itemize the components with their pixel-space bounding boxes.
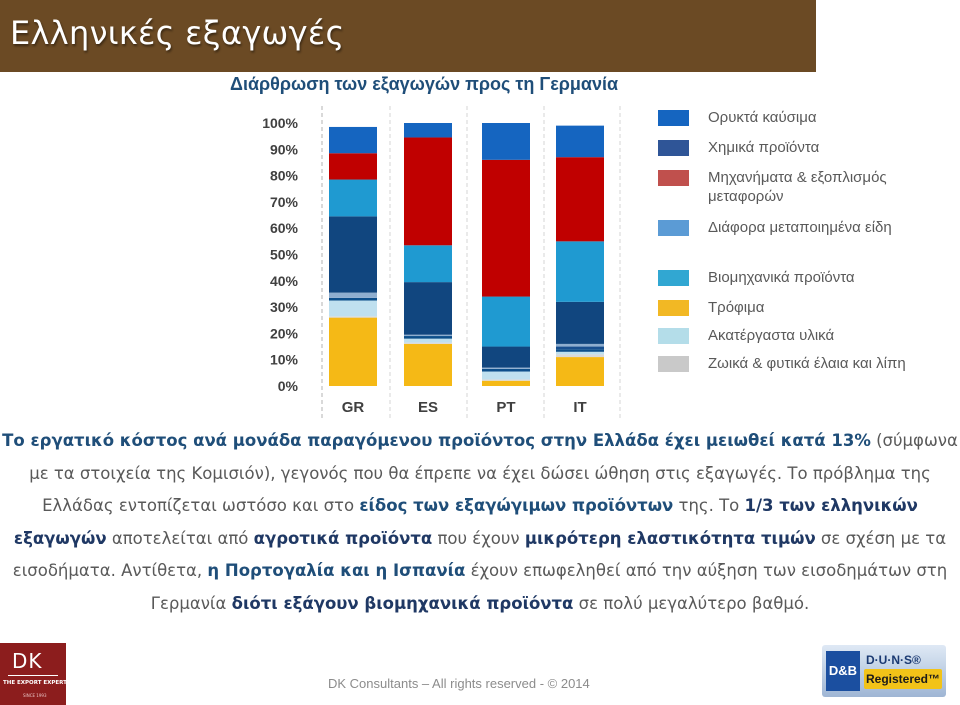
- legend-swatch: [658, 270, 689, 286]
- bar-segment-pt: [482, 346, 530, 368]
- legend-swatch: [658, 300, 689, 316]
- bar-segment-es: [404, 137, 452, 246]
- bar-segment-it: [556, 349, 604, 352]
- duns-registered-badge: D&B D·U·N·S® Registered™: [822, 645, 946, 697]
- bar-segment-es: [404, 334, 452, 337]
- body-highlight-portugal-spain: η Πορτογαλία και η Ισπανία: [207, 561, 466, 580]
- bar-segment-pt: [482, 368, 530, 372]
- bar-segment-gr: [329, 297, 377, 301]
- bar-segment-es: [404, 336, 452, 339]
- bar-segment-pt: [482, 367, 530, 369]
- bar-segment-pt: [482, 371, 530, 380]
- legend-label: Τρόφιμα: [708, 299, 765, 316]
- y-tick-label: 40%: [270, 273, 299, 289]
- bar-segment-gr: [329, 216, 377, 293]
- bar-segment-pt: [482, 380, 530, 386]
- footer-copyright: DK Consultants – All rights reserved - ©…: [328, 676, 590, 691]
- bar-segment-it: [556, 241, 604, 302]
- bar-segment-es: [404, 338, 452, 343]
- bar-segment-es: [404, 343, 452, 386]
- legend-swatch: [658, 356, 689, 372]
- bar-segment-gr: [329, 126, 377, 154]
- bar-segment-it: [556, 354, 604, 358]
- bar-segment-gr: [329, 179, 377, 217]
- bar-segment-es: [404, 245, 452, 283]
- bar-segment-gr: [329, 317, 377, 386]
- y-tick-label: 50%: [270, 247, 299, 263]
- x-tick-label: ES: [418, 399, 438, 416]
- body-text-7: σε πολύ μεγαλύτερο βαθμό.: [573, 593, 810, 613]
- x-tick-label: IT: [573, 399, 586, 416]
- bar-segment-gr: [329, 292, 377, 298]
- legend-label: Ζωικά & φυτικά έλαια και λίπη: [708, 355, 906, 372]
- x-tick-label: GR: [342, 399, 365, 416]
- chart-title: Διάρθρωση των εξαγωγών προς τη Γερμανία: [230, 74, 619, 94]
- y-tick-label: 20%: [270, 325, 299, 341]
- legend-label: Μηχανήματα & εξοπλισμός μεταφορών: [708, 169, 887, 205]
- bar-segment-it: [556, 346, 604, 350]
- y-tick-label: 10%: [270, 352, 299, 368]
- legend-swatch: [658, 140, 689, 156]
- bar-segment-es: [404, 123, 452, 138]
- bar-segment-it: [556, 357, 604, 386]
- bar-segment-it: [556, 343, 604, 347]
- body-text-2: της. Το: [673, 496, 745, 515]
- bar-segment-pt: [482, 296, 530, 347]
- body-paragraph: Το εργατικό κόστος ανά μονάδα παραγόμενο…: [0, 425, 960, 620]
- body-highlight-labor-cost: Το εργατικό κόστος ανά μονάδα παραγόμενο…: [2, 431, 871, 450]
- body-text-6: έχουν επωφεληθεί από την αύξηση των εισο…: [150, 561, 948, 613]
- legend-swatch: [658, 170, 689, 186]
- body-text-4: που έχουν: [432, 528, 525, 548]
- body-highlight-one-third: 1/3 των ελληνικών εξαγωγών: [13, 496, 918, 548]
- title-banner: Ελληνικές εξαγωγές: [0, 0, 816, 72]
- y-tick-label: 100%: [262, 115, 298, 131]
- y-tick-label: 0%: [278, 378, 299, 394]
- legend-swatch: [658, 220, 689, 236]
- duns-label: D·U·N·S®: [866, 653, 921, 667]
- legend-label: Διάφορα μεταποιημένα είδη: [708, 219, 892, 236]
- legend-label: Ορυκτά καύσιμα: [708, 109, 817, 126]
- body-highlight-product-type: είδος των εξαγώγιμων προϊόντων: [359, 496, 674, 515]
- stacked-bar-chart: 0% 10% 20% 30% 40% 50% 60% 70% 80% 90% 100% GR ES PT I…: [262, 106, 621, 418]
- legend-label: Βιομηχανικά προϊόντα: [708, 269, 855, 286]
- x-tick-label: PT: [496, 399, 515, 416]
- y-tick-label: 60%: [270, 220, 299, 236]
- bar-segment-gr: [329, 153, 377, 180]
- y-tick-label: 30%: [270, 299, 299, 315]
- body-text-5: σε σχέση με τα εισοδήματα. Αντίθετα,: [12, 528, 947, 581]
- legend-swatch: [658, 328, 689, 344]
- duns-registered-label: Registered™: [864, 669, 942, 689]
- legend-label: Χημικά προϊόντα: [708, 139, 820, 156]
- dk-logo-since: SINCE 1993: [23, 693, 47, 698]
- y-tick-label: 90%: [270, 141, 299, 157]
- bar-segment-es: [404, 282, 452, 335]
- slide-title: Ελληνικές εξαγωγές: [10, 14, 345, 52]
- bar-segment-it: [556, 157, 604, 242]
- legend-label: Ακατέργαστα υλικά: [708, 327, 835, 344]
- dk-logo: DK THE EXPORT EXPERTS! SINCE 1993: [0, 643, 73, 705]
- dk-logo-tagline: THE EXPORT EXPERTS!: [3, 680, 74, 686]
- bar-segment-pt: [482, 159, 530, 297]
- body-highlight-elasticity: μικρότερη ελαστικότητα τιμών: [524, 528, 816, 548]
- bar-segment-es: [404, 342, 452, 344]
- dk-logo-rule: [8, 675, 58, 676]
- bar-segment-it: [556, 125, 604, 158]
- bar-segment-gr: [329, 316, 377, 318]
- bar-segment-pt: [482, 123, 530, 160]
- bar-segment-it: [556, 351, 604, 355]
- bar-segment-pt: [482, 379, 530, 381]
- bar-segment-it: [556, 301, 604, 344]
- legend-swatch: [658, 110, 689, 126]
- y-tick-label: 80%: [270, 168, 299, 184]
- bar-segment-gr: [329, 300, 377, 317]
- dk-logo-mark: DK: [12, 649, 43, 673]
- body-highlight-industrial: διότι εξάγουν βιομηχανικά προϊόντα: [231, 593, 574, 613]
- body-text-1: (σύμφωνα με τα στοιχεία της Κομισιόν), γ…: [29, 431, 958, 515]
- dnb-logo: D&B: [826, 651, 860, 691]
- y-tick-label: 70%: [270, 194, 299, 210]
- body-text-3: αποτελείται από: [106, 528, 254, 548]
- body-highlight-agricultural: αγροτικά προϊόντα: [253, 528, 433, 548]
